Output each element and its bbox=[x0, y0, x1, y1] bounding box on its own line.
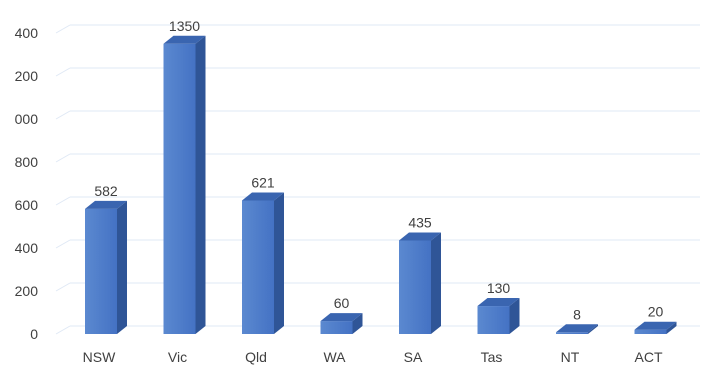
x-tick-label: Tas bbox=[481, 349, 503, 365]
bar-side bbox=[352, 313, 363, 334]
x-axis-ticks: NSW Vic Qld WA SA Tas NT ACT bbox=[83, 349, 663, 365]
x-tick-label: WA bbox=[323, 349, 346, 365]
bar-top bbox=[477, 298, 520, 307]
y-tick-label: 600 bbox=[15, 197, 39, 213]
data-label: 1350 bbox=[169, 18, 200, 34]
bar-vic: 1350 bbox=[163, 18, 206, 334]
data-label: 435 bbox=[408, 214, 432, 230]
bar-top bbox=[85, 200, 127, 209]
x-tick-label: Qld bbox=[245, 349, 267, 365]
bar-top bbox=[556, 324, 598, 333]
gridline-diag bbox=[55, 196, 71, 206]
gridline-diag bbox=[55, 325, 71, 335]
data-label: 621 bbox=[251, 174, 275, 190]
x-tick-label: ACT bbox=[635, 349, 663, 365]
bar-top bbox=[399, 232, 441, 241]
bar-side bbox=[195, 35, 206, 334]
bar-top bbox=[634, 321, 677, 330]
bar-nsw: 582 bbox=[85, 183, 127, 334]
gridline-diag bbox=[55, 153, 71, 163]
bar-front bbox=[85, 208, 117, 334]
bar-front bbox=[320, 321, 353, 334]
bar-side bbox=[117, 200, 127, 334]
gridline-diag bbox=[55, 110, 71, 120]
x-tick-label: NSW bbox=[83, 349, 116, 365]
bar-front bbox=[556, 332, 588, 334]
y-axis-ticks: 0 200 400 600 800 000 200 400 bbox=[15, 25, 39, 342]
data-label: 20 bbox=[648, 304, 664, 320]
y-tick-label: 0 bbox=[30, 326, 38, 342]
y-tick-label: 200 bbox=[15, 68, 39, 84]
y-tick-label: 200 bbox=[15, 283, 39, 299]
y-tick-label: 000 bbox=[15, 111, 39, 127]
bar-top bbox=[242, 192, 284, 201]
gridline-diag bbox=[55, 24, 71, 34]
bar-sa: 435 bbox=[399, 214, 441, 334]
x-tick-label: SA bbox=[404, 349, 423, 365]
bar-tas: 130 bbox=[477, 280, 520, 334]
bar-front bbox=[399, 240, 431, 334]
bar-front bbox=[634, 329, 667, 334]
data-label: 8 bbox=[573, 306, 581, 322]
bar-front bbox=[242, 200, 274, 334]
bar-front bbox=[163, 43, 196, 334]
data-label: 130 bbox=[487, 280, 511, 296]
bar-nt: 8 bbox=[556, 306, 598, 334]
gridline-diag bbox=[55, 239, 71, 249]
bar-act: 20 bbox=[634, 304, 677, 334]
y-tick-label: 400 bbox=[15, 240, 39, 256]
bar-side bbox=[509, 298, 520, 334]
bar-side bbox=[274, 192, 284, 334]
gridlines bbox=[55, 24, 700, 335]
bar-side bbox=[431, 232, 441, 334]
gridline-diag bbox=[55, 67, 71, 77]
bar-top bbox=[320, 313, 363, 322]
bar-qld: 621 bbox=[242, 174, 284, 334]
bars: 582 1350 621 60 435 130 8 20 bbox=[85, 18, 677, 334]
bar-side bbox=[666, 321, 677, 334]
bar-wa: 60 bbox=[320, 295, 363, 334]
y-tick-label: 800 bbox=[15, 154, 39, 170]
y-tick-label: 400 bbox=[15, 25, 39, 41]
x-tick-label: NT bbox=[561, 349, 580, 365]
data-label: 582 bbox=[94, 183, 118, 199]
bar-side bbox=[588, 324, 598, 334]
bar-top bbox=[163, 35, 206, 44]
data-label: 60 bbox=[334, 295, 350, 311]
bar-front bbox=[477, 306, 510, 334]
x-tick-label: Vic bbox=[168, 349, 187, 365]
gridline-diag bbox=[55, 282, 71, 292]
